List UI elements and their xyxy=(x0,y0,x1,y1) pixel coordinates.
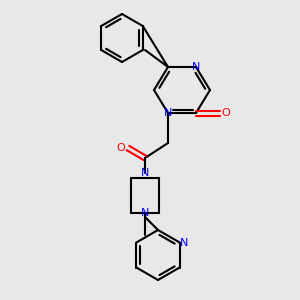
Text: N: N xyxy=(179,238,188,248)
Text: N: N xyxy=(192,62,200,72)
Text: O: O xyxy=(222,108,230,118)
Text: N: N xyxy=(164,108,172,118)
Text: N: N xyxy=(141,208,149,218)
Text: N: N xyxy=(141,168,149,178)
Text: O: O xyxy=(117,143,125,153)
